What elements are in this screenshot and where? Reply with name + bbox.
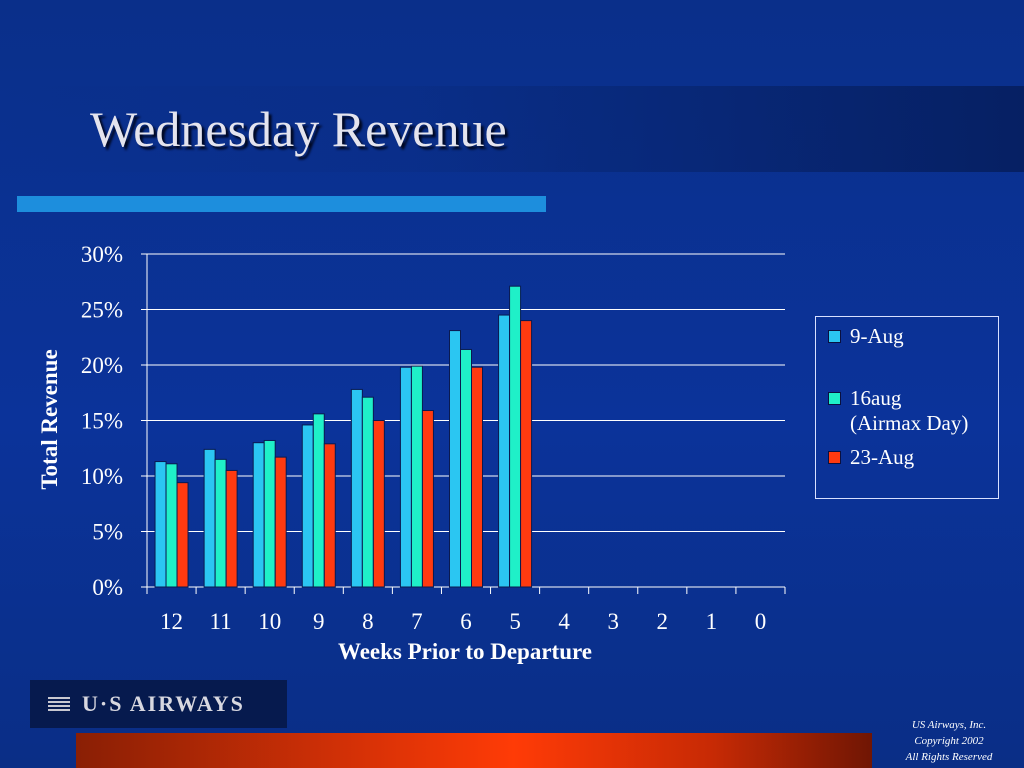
y-tick-label: 10% [81,464,123,489]
bar-16aug-airmax-day [312,413,325,588]
legend-label: 9-Aug [850,324,904,348]
x-axis-title: Weeks Prior to Departure [338,639,592,664]
bar-23-aug [471,366,483,588]
copyright-notice: US Airways, Inc. Copyright 2002 All Righ… [880,717,1018,765]
x-tick-label: 3 [607,609,619,634]
logo-text: U·S AIRWAYS [82,691,245,716]
x-tick-label: 5 [509,609,521,634]
us-airways-logo: U·S AIRWAYS [30,680,287,728]
y-tick-label: 20% [81,353,123,378]
x-tick-label: 9 [313,609,325,634]
y-tick-label: 15% [81,409,123,434]
legend-swatch-23-aug [828,451,841,464]
y-tick-label: 0% [92,575,123,600]
bar-23-aug [372,420,385,588]
legend-label: 16aug [850,386,902,410]
copyright-line: All Rights Reserved [905,751,993,763]
bar-16aug-airmax-day [263,439,276,588]
bar-23-aug [176,482,189,588]
bar-9-aug [449,330,461,588]
bar-16aug-airmax-day [410,365,423,588]
bar-16aug-airmax-day [165,463,178,588]
bar-23-aug [225,469,238,588]
bar-16aug-airmax-day [509,285,522,588]
x-tick-label: 10 [258,609,281,634]
slide-title: Wednesday Revenue [90,101,507,157]
x-tick-label: 6 [460,609,472,634]
bar-9-aug [252,442,265,588]
footer-bar [76,733,872,768]
bar-9-aug [399,366,412,588]
chart-legend: 9-Aug 16aug (Airmax Day) 23-Aug [815,316,999,499]
legend-swatch-16aug [828,392,841,405]
bar-23-aug [520,320,533,588]
y-tick-label: 25% [81,298,123,323]
bar-23-aug [274,456,287,588]
title-band [0,86,1024,172]
x-tick-label: 11 [210,609,232,634]
x-tick-label: 2 [657,609,669,634]
title-underline [17,196,546,212]
bar-23-aug [421,410,434,588]
y-tick-label: 5% [92,520,123,545]
x-tick-label: 1 [706,609,718,634]
bar-16aug-airmax-day [361,396,374,588]
legend-swatch-9-aug [828,330,841,343]
bar-16aug-airmax-day [214,458,227,588]
legend-label-line2: (Airmax Day) [850,411,969,435]
bar-9-aug [301,424,314,588]
x-tick-label: 0 [755,609,767,634]
y-tick-label: 30% [81,242,123,267]
bar-9-aug [154,461,167,588]
flag-icon [48,697,70,711]
bar-9-aug [203,448,216,588]
x-tick-label: 8 [362,609,374,634]
bar-23-aug [323,443,336,588]
y-axis-title: Total Revenue [37,349,62,489]
x-tick-label: 4 [558,609,570,634]
x-tick-label: 12 [160,609,183,634]
copyright-line: US Airways, Inc. [911,719,987,731]
bar-16aug-airmax-day [460,348,472,588]
legend-label: 23-Aug [850,445,915,469]
x-tick-label: 7 [411,609,423,634]
bar-9-aug [350,388,363,588]
bar-9-aug [498,314,511,588]
copyright-line: Copyright 2002 [914,735,984,747]
